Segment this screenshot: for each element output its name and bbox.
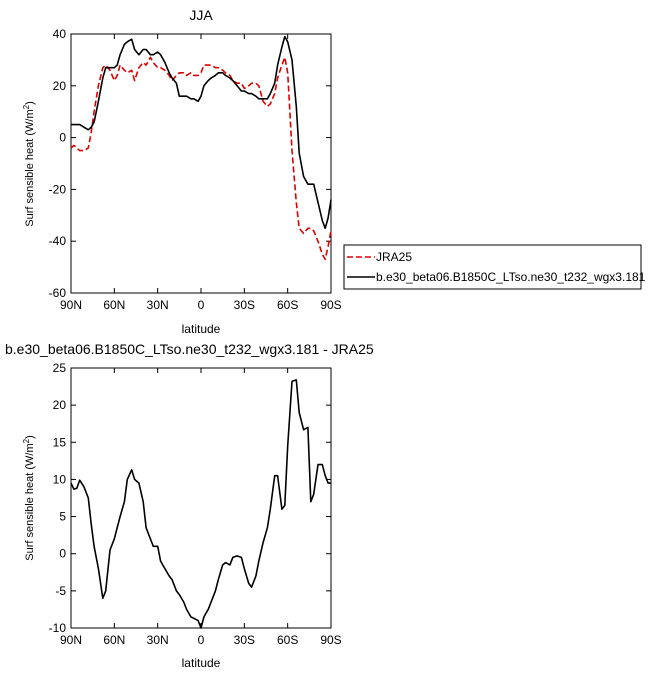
legend-label-jra25: JRA25 [376, 250, 412, 264]
y-tick-label: 40 [53, 27, 67, 41]
x-tick-label: 0 [198, 633, 205, 647]
y-tick-label: 25 [53, 361, 67, 375]
chart-title: JJA [189, 7, 213, 23]
y-tick-label: 20 [53, 398, 67, 412]
series-line-b-e30-beta06-b1850c-ltso-ne30-t232-wgx3-181 [71, 35, 332, 230]
y-tick-label: 15 [53, 435, 67, 449]
y-tick-label: 5 [59, 510, 66, 524]
legend-label-model: b.e30_beta06.B1850C_LTso.ne30_t232_wgx3.… [376, 270, 646, 284]
y-tick-label: -5 [55, 584, 66, 598]
y-tick-label: -10 [49, 621, 67, 635]
y-tick-label: -40 [49, 234, 67, 248]
y-axis-label: Surf sensible heat (W/m2) [22, 435, 36, 561]
y-tick-label: 20 [53, 79, 67, 93]
plot-frame [70, 33, 332, 294]
top-panel-jja: JJA -60 -40 -20 0 20 40 90N 60N 30N 0 30S 60S 90S l… [22, 7, 342, 336]
chart-title: b.e30_beta06.B1850C_LTso.ne30_t232_wgx3.… [5, 341, 374, 357]
x-axis-label: latitude [182, 322, 221, 336]
x-axis-ticks: 90N 60N 30N 0 30S 60S 90S [60, 34, 342, 312]
y-axis-ticks: -60 -40 -20 0 20 40 [49, 27, 331, 300]
x-tick-label: 90S [320, 298, 341, 312]
series-line-difference [70, 379, 331, 629]
series-lines [70, 35, 332, 261]
x-tick-label: 60N [103, 633, 125, 647]
x-tick-label: 0 [198, 298, 205, 312]
y-tick-label: -20 [49, 182, 67, 196]
x-tick-label: 60S [277, 298, 298, 312]
x-tick-label: 30S [234, 298, 255, 312]
y-tick-label: 0 [59, 131, 66, 145]
series-line-jra25 [70, 56, 332, 261]
x-tick-label: 90N [60, 633, 82, 647]
x-axis-label: latitude [182, 656, 221, 670]
x-tick-label: 30S [234, 633, 255, 647]
x-tick-label: 60N [103, 298, 125, 312]
y-axis-label: Surf sensible heat (W/m2) [22, 101, 36, 227]
x-tick-label: 90N [60, 298, 82, 312]
y-axis-ticks: -10 -5 0 5 10 15 20 25 [49, 361, 331, 635]
bottom-panel-difference: b.e30_beta06.B1850C_LTso.ne30_t232_wgx3.… [5, 341, 374, 670]
legend: JRA25 b.e30_beta06.B1850C_LTso.ne30_t232… [343, 244, 646, 290]
y-tick-label: 10 [53, 472, 67, 486]
x-tick-label: 90S [320, 633, 341, 647]
x-tick-label: 30N [147, 298, 169, 312]
x-tick-label: 30N [147, 633, 169, 647]
series-lines [70, 379, 331, 629]
y-tick-label: 0 [59, 547, 66, 561]
x-tick-label: 60S [277, 633, 298, 647]
x-axis-ticks: 90N 60N 30N 0 30S 60S 90S [60, 368, 342, 647]
plot-frame [70, 367, 332, 629]
y-tick-label: -60 [49, 286, 67, 300]
legend-box [343, 244, 642, 290]
